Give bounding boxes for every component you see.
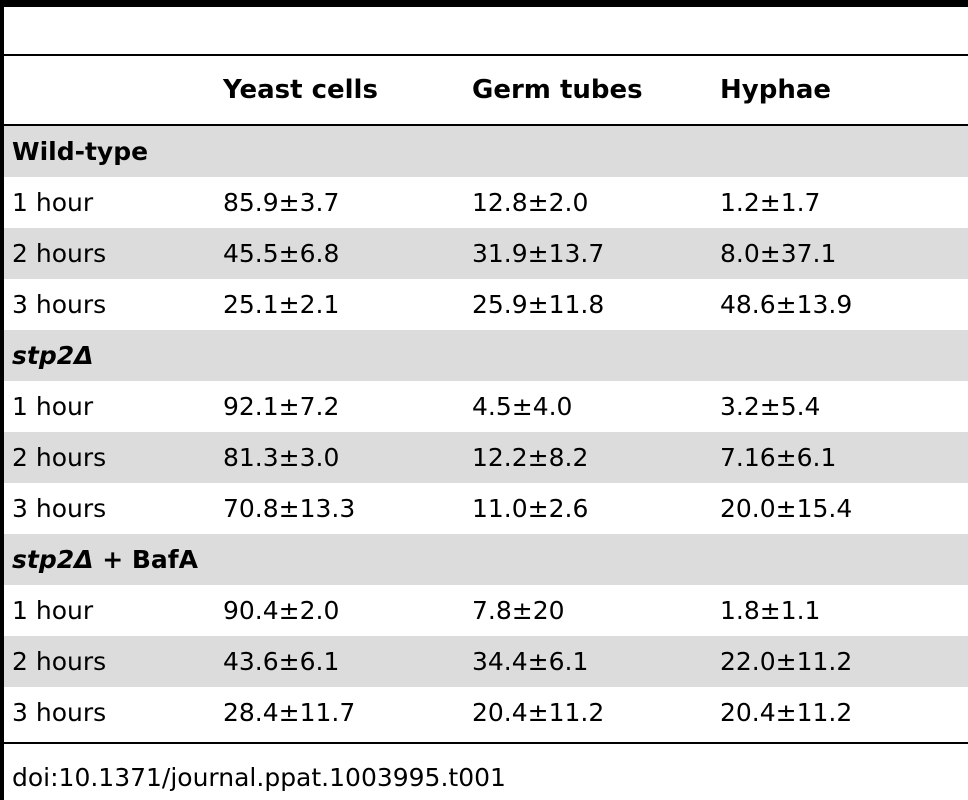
- cell-hyphae: 1.2±1.7: [720, 188, 821, 217]
- section-row-stp2-delta-bafa: stp2Δ + BafA: [0, 534, 968, 585]
- table-row: 1 hour 85.9±3.7 12.8±2.0 1.2±1.7: [0, 177, 968, 228]
- row-label: 2 hours: [12, 443, 107, 472]
- table-row: 2 hours 43.6±6.1 34.4±6.1 22.0±11.2: [0, 636, 968, 687]
- header-bottom-rule: [0, 124, 968, 126]
- section-title-italic: stp2Δ: [12, 545, 94, 574]
- table-bottom-rule: [0, 742, 968, 744]
- section-title-text: Wild-type: [12, 137, 149, 166]
- cell-hyphae: 48.6±13.9: [720, 290, 853, 319]
- cell-germ-tubes: 12.8±2.0: [472, 188, 589, 217]
- table-row: 1 hour 92.1±7.2 4.5±4.0 3.2±5.4: [0, 381, 968, 432]
- table-header-row: Yeast cells Germ tubes Hyphae: [0, 56, 968, 124]
- row-label: 2 hours: [12, 239, 107, 268]
- cell-hyphae: 20.4±11.2: [720, 698, 853, 727]
- cell-yeast-cells: 45.5±6.8: [223, 239, 340, 268]
- cell-germ-tubes: 31.9±13.7: [472, 239, 605, 268]
- header-top-rule: [0, 54, 968, 56]
- cell-yeast-cells: 28.4±11.7: [223, 698, 356, 727]
- cell-germ-tubes: 11.0±2.6: [472, 494, 589, 523]
- header-cell-yeast-cells: Yeast cells: [223, 75, 378, 105]
- section-title-text: + BafA: [93, 545, 198, 574]
- section-title-italic: stp2Δ: [12, 341, 94, 370]
- cell-yeast-cells: 85.9±3.7: [223, 188, 340, 217]
- cell-hyphae: 7.16±6.1: [720, 443, 837, 472]
- table-row: 2 hours 81.3±3.0 12.2±8.2 7.16±6.1: [0, 432, 968, 483]
- cell-hyphae: 22.0±11.2: [720, 647, 853, 676]
- left-border-rule: [0, 0, 4, 800]
- cell-hyphae: 20.0±15.4: [720, 494, 853, 523]
- table-row: 3 hours 70.8±13.3 11.0±2.6 20.0±15.4: [0, 483, 968, 534]
- row-label: 1 hour: [12, 392, 94, 421]
- section-row-wild-type: Wild-type: [0, 126, 968, 177]
- table-row: 2 hours 45.5±6.8 31.9±13.7 8.0±37.1: [0, 228, 968, 279]
- row-label: 3 hours: [12, 494, 107, 523]
- cell-yeast-cells: 90.4±2.0: [223, 596, 340, 625]
- top-border-rule: [0, 0, 968, 7]
- table-row: 1 hour 90.4±2.0 7.8±20 1.8±1.1: [0, 585, 968, 636]
- cell-yeast-cells: 25.1±2.1: [223, 290, 340, 319]
- table-row: 3 hours 28.4±11.7 20.4±11.2 20.4±11.2: [0, 687, 968, 738]
- cell-yeast-cells: 92.1±7.2: [223, 392, 340, 421]
- row-label: 1 hour: [12, 188, 94, 217]
- cell-germ-tubes: 20.4±11.2: [472, 698, 605, 727]
- cell-hyphae: 1.8±1.1: [720, 596, 821, 625]
- section-row-stp2-delta: stp2Δ: [0, 330, 968, 381]
- table-row: 3 hours 25.1±2.1 25.9±11.8 48.6±13.9: [0, 279, 968, 330]
- header-cell-hyphae: Hyphae: [720, 75, 832, 105]
- cell-yeast-cells: 81.3±3.0: [223, 443, 340, 472]
- row-label: 2 hours: [12, 647, 107, 676]
- cell-germ-tubes: 25.9±11.8: [472, 290, 605, 319]
- cell-germ-tubes: 7.8±20: [472, 596, 565, 625]
- cell-yeast-cells: 70.8±13.3: [223, 494, 356, 523]
- section-title: stp2Δ + BafA: [12, 534, 198, 585]
- cell-hyphae: 3.2±5.4: [720, 392, 821, 421]
- row-label: 3 hours: [12, 290, 107, 319]
- row-label: 1 hour: [12, 596, 94, 625]
- cell-hyphae: 8.0±37.1: [720, 239, 837, 268]
- row-label: 3 hours: [12, 698, 107, 727]
- data-table: Yeast cells Germ tubes Hyphae Wild-type …: [0, 0, 968, 744]
- cell-germ-tubes: 4.5±4.0: [472, 392, 573, 421]
- doi-caption: doi:10.1371/journal.ppat.1003995.t001: [12, 763, 506, 792]
- header-cell-germ-tubes: Germ tubes: [472, 75, 643, 105]
- section-title: Wild-type: [12, 126, 148, 177]
- cell-germ-tubes: 12.2±8.2: [472, 443, 589, 472]
- section-title: stp2Δ: [12, 330, 93, 381]
- cell-germ-tubes: 34.4±6.1: [472, 647, 589, 676]
- cell-yeast-cells: 43.6±6.1: [223, 647, 340, 676]
